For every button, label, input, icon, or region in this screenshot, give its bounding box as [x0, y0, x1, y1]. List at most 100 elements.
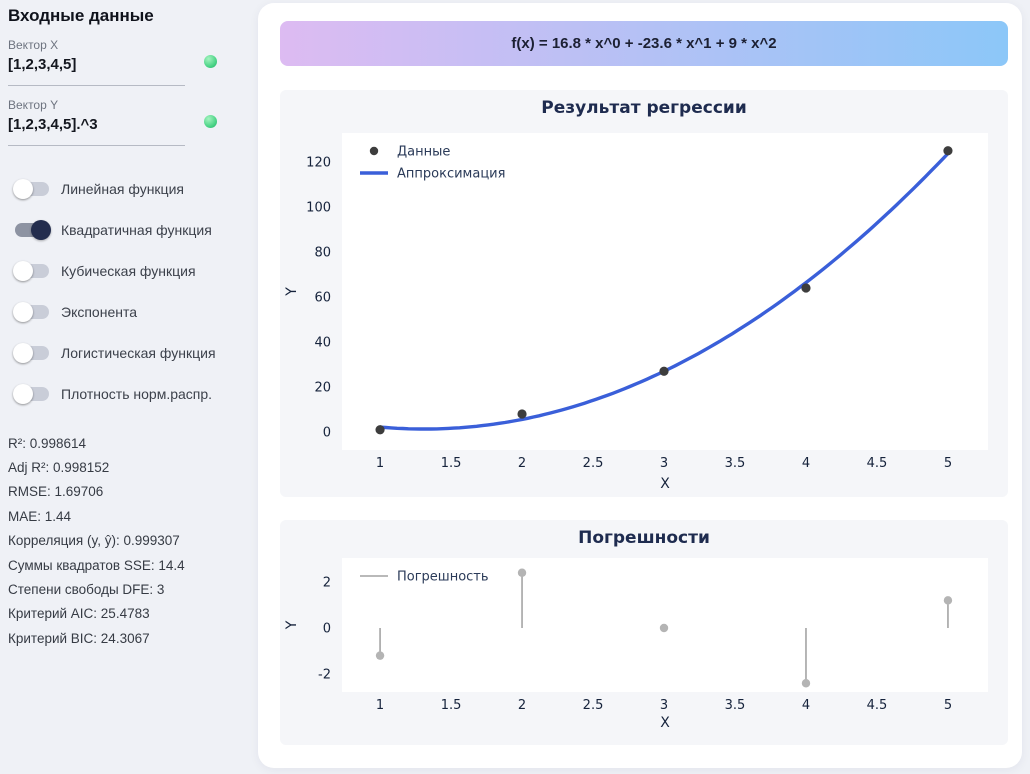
- toggle-label: Линейная функция: [61, 180, 184, 197]
- y-tick-label: 100: [306, 201, 331, 216]
- toggle-label: Логистическая функция: [61, 344, 216, 361]
- y-axis-label: Y: [284, 620, 300, 630]
- regression-chart-card: Результат регрессии 0 20 40 60 80 100 120 1 1.5 2…: [280, 90, 1008, 497]
- legend-label: Данные: [397, 145, 450, 160]
- x-tick-label: 2.5: [583, 456, 604, 471]
- y-tick-label: 60: [314, 291, 331, 306]
- toggle-экспонента[interactable]: Экспонента: [0, 291, 258, 332]
- status-ok-indicator: [204, 55, 217, 68]
- toggle-knob: [31, 219, 51, 240]
- formula-banner: f(x) = 16.8 * x^0 + -23.6 * x^1 + 9 * x^…: [280, 21, 1008, 66]
- toggle-switch-icon[interactable]: [13, 383, 51, 405]
- vector-input-label: Вектор X: [8, 38, 59, 52]
- toggle-switch-icon[interactable]: [13, 342, 51, 364]
- stat-line: Критерий AIC: 25.4783: [8, 606, 150, 622]
- x-tick-label: 4: [802, 698, 810, 713]
- sidebar-title: Входные данные: [8, 6, 154, 25]
- error-marker: [375, 651, 385, 660]
- sidebar: Входные данные Вектор X [1,2,3,4,5] Вектор…: [0, 0, 258, 774]
- legend-dot-marker: [369, 146, 379, 156]
- toggle-list: Линейная функция Квадратичная функция Куби…: [0, 168, 258, 414]
- y-tick-label: 40: [314, 336, 331, 351]
- x-tick-label: 5: [944, 698, 952, 713]
- x-tick-label: 3.5: [725, 698, 746, 713]
- stat-line: RMSE: 1.69706: [8, 484, 104, 500]
- y-tick-label: 20: [314, 381, 331, 396]
- x-tick-label: 4.5: [867, 698, 888, 713]
- x-tick-label: 4: [802, 456, 810, 471]
- stat-line: Суммы квадратов SSE: 14.4: [8, 557, 185, 573]
- toggle-линейная-функция[interactable]: Линейная функция: [0, 168, 258, 209]
- stats-list: R²: 0.998614 Adj R²: 0.998152 RMSE: 1.6970…: [8, 431, 256, 651]
- status-ok-indicator: [204, 115, 217, 128]
- y-tick-label: 120: [306, 156, 331, 171]
- errors-chart-canvas: -2 0 2 1 1.5 2 2.5 3 3.5 4 4.5 5 X Y Погрешность: [284, 558, 988, 731]
- vector-input-value[interactable]: [1,2,3,4,5]: [8, 56, 77, 73]
- toggle-switch-icon[interactable]: [13, 301, 51, 323]
- toggle-knob: [13, 178, 33, 199]
- errors-chart-card: Погрешности -2 0 2 1 1.5 2 2.5 3 3.5 4 4.5 5 X Y Погре…: [280, 520, 1008, 745]
- vector-input-field[interactable]: Вектор X [1,2,3,4,5]: [8, 38, 185, 86]
- y-tick-label: 0: [323, 621, 331, 636]
- x-tick-label: 3.5: [725, 456, 746, 471]
- error-marker: [801, 679, 811, 688]
- toggle-label: Экспонента: [61, 303, 138, 320]
- toggle-switch-icon[interactable]: [13, 260, 51, 282]
- x-tick-label: 1: [376, 698, 384, 713]
- toggle-switch-icon[interactable]: [13, 219, 51, 241]
- toggle-label: Квадратичная функция: [61, 221, 212, 238]
- x-tick-label: 4.5: [867, 456, 888, 471]
- legend-label: Аппроксимация: [397, 167, 505, 182]
- regression-chart-canvas: 0 20 40 60 80 100 120 1 1.5 2 2.5 3 3.5 4 4.5 5 X Y Данные…: [284, 133, 988, 492]
- x-tick-label: 2: [518, 456, 526, 471]
- x-tick-label: 1.5: [441, 698, 462, 713]
- toggle-квадратичная-функция[interactable]: Квадратичная функция: [0, 209, 258, 250]
- stat-line: Adj R²: 0.998152: [8, 460, 110, 476]
- stat-line: Критерий BIC: 24.3067: [8, 630, 150, 646]
- y-tick-label: 2: [323, 575, 331, 590]
- y-axis-label: Y: [284, 287, 300, 297]
- x-tick-label: 1: [376, 456, 384, 471]
- x-axis-label: X: [660, 715, 670, 731]
- toggle-knob: [13, 260, 33, 281]
- main-panel: f(x) = 16.8 * x^0 + -23.6 * x^1 + 9 * x^…: [258, 3, 1022, 768]
- data-point: [943, 146, 953, 156]
- x-axis-label: X: [660, 476, 670, 492]
- toggle-switch-icon[interactable]: [13, 178, 51, 200]
- stat-line: MAE: 1.44: [8, 508, 72, 524]
- toggle-label: Плотность норм.распр.: [61, 385, 213, 402]
- toggle-кубическая-функция[interactable]: Кубическая функция: [0, 250, 258, 291]
- stat-line: Корреляция (y, ŷ): 0.999307: [8, 533, 180, 549]
- x-tick-label: 3: [660, 456, 668, 471]
- x-tick-label: 2.5: [583, 698, 604, 713]
- toggle-логистическая-функция[interactable]: Логистическая функция: [0, 332, 258, 373]
- toggle-label: Кубическая функция: [61, 262, 196, 279]
- data-point: [375, 425, 385, 435]
- data-point: [801, 283, 811, 293]
- vector-input-label: Вектор Y: [8, 98, 59, 112]
- formula-text: f(x) = 16.8 * x^0 + -23.6 * x^1 + 9 * x^…: [511, 35, 777, 52]
- regression-chart-title: Результат регрессии: [541, 98, 747, 118]
- x-tick-label: 5: [944, 456, 952, 471]
- plot-area: [342, 133, 988, 450]
- toggle-плотность-норм-распр-[interactable]: Плотность норм.распр.: [0, 373, 258, 414]
- errors-chart-title: Погрешности: [578, 528, 710, 548]
- legend-label: Погрешность: [397, 570, 489, 585]
- error-marker: [943, 596, 953, 605]
- y-tick-label: 80: [314, 246, 331, 261]
- vector-input-value[interactable]: [1,2,3,4,5].^3: [8, 116, 98, 133]
- stat-line: R²: 0.998614: [8, 435, 87, 451]
- error-marker: [517, 568, 527, 577]
- stat-line: Степени свободы DFE: 3: [8, 582, 165, 598]
- toggle-knob: [13, 342, 33, 363]
- toggle-knob: [13, 301, 33, 322]
- input-group-vector-y: Вектор Y [1,2,3,4,5].^3: [8, 98, 223, 146]
- x-tick-label: 1.5: [441, 456, 462, 471]
- input-group-vector-x: Вектор X [1,2,3,4,5]: [8, 38, 223, 86]
- toggle-knob: [13, 383, 33, 404]
- x-tick-label: 3: [660, 698, 668, 713]
- y-tick-label: 0: [323, 426, 331, 441]
- data-point: [659, 366, 669, 376]
- x-tick-label: 2: [518, 698, 526, 713]
- vector-input-field[interactable]: Вектор Y [1,2,3,4,5].^3: [8, 98, 185, 146]
